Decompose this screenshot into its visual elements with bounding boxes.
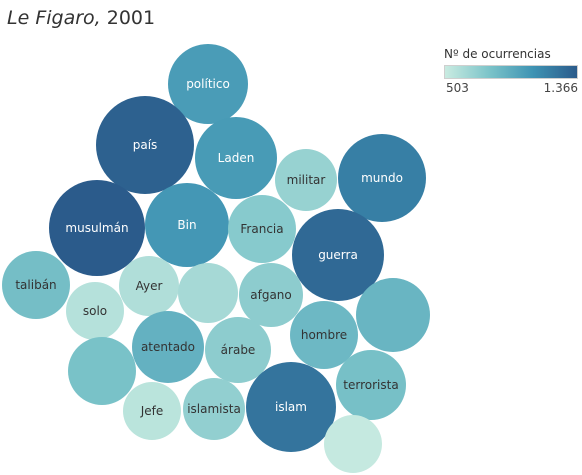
bubble-hombre[interactable]: hombre (290, 301, 358, 369)
bubble-islamista[interactable]: islamista (183, 378, 245, 440)
bubble-bin[interactable]: Bin (145, 183, 229, 267)
bubble-circle[interactable] (183, 378, 245, 440)
bubble-circle[interactable] (336, 350, 406, 420)
bubble-mundo[interactable]: mundo (338, 134, 426, 222)
bubble-circle[interactable] (178, 263, 238, 323)
bubble-label: militar (287, 173, 326, 187)
bubble-circle[interactable] (195, 117, 277, 199)
bubble-label: Ayer (136, 279, 163, 293)
bubble-musulman[interactable]: musulmán (49, 180, 145, 276)
bubble-circle[interactable] (228, 195, 296, 263)
bubble-circle[interactable] (275, 149, 337, 211)
bubble-label: país (133, 138, 158, 152)
bubble-circle[interactable] (119, 256, 179, 316)
bubble-francia[interactable]: Francia (228, 195, 296, 263)
bubble-label: Laden (218, 151, 255, 165)
bubble-ayer[interactable]: Ayer (119, 256, 179, 316)
bubble-circle[interactable] (145, 183, 229, 267)
bubble-circle[interactable] (205, 317, 271, 383)
bubble-label: Jefe (140, 404, 164, 418)
bubble-label: terrorista (343, 378, 398, 392)
bubble-pais[interactable]: país (96, 96, 194, 194)
bubble-politico[interactable]: político (168, 44, 248, 124)
color-legend: Nº de ocurrencias 503 1.366 (444, 47, 578, 97)
bubble-circle[interactable] (123, 382, 181, 440)
bubble-circle[interactable] (239, 263, 303, 327)
legend-max-label: 1.366 (543, 81, 578, 95)
bubble-label: talibán (15, 278, 56, 292)
bubble-circle[interactable] (49, 180, 145, 276)
bubble-label: Bin (177, 218, 196, 232)
bubble-circle[interactable] (2, 251, 70, 319)
bubble-circle[interactable] (292, 209, 384, 301)
bubble-circle[interactable] (132, 311, 204, 383)
bubble-label: afgano (250, 288, 292, 302)
bubble-circle[interactable] (290, 301, 358, 369)
bubble-unlabeled-14[interactable] (356, 278, 430, 352)
bubble-unlabeled-18[interactable] (68, 337, 136, 405)
bubble-label: político (186, 77, 230, 91)
bubble-unlabeled-11[interactable] (178, 263, 238, 323)
legend-title: Nº de ocurrencias (444, 47, 551, 61)
legend-labels: 503 1.366 (444, 81, 578, 97)
bubble-label: Francia (240, 222, 283, 236)
bubble-taliban[interactable]: talibán (2, 251, 70, 319)
bubble-laden[interactable]: Laden (195, 117, 277, 199)
bubble-circle[interactable] (338, 134, 426, 222)
bubble-jefe[interactable]: Jefe (123, 382, 181, 440)
bubble-islam[interactable]: islam (246, 362, 336, 452)
bubble-arabe[interactable]: árabe (205, 317, 271, 383)
bubble-terrorista[interactable]: terrorista (336, 350, 406, 420)
legend-min-label: 503 (446, 81, 469, 95)
bubble-circle[interactable] (356, 278, 430, 352)
bubble-label: solo (83, 304, 107, 318)
bubble-circle[interactable] (324, 415, 382, 473)
bubble-guerra[interactable]: guerra (292, 209, 384, 301)
legend-gradient-bar (444, 65, 578, 79)
bubble-label: guerra (318, 248, 358, 262)
bubble-solo[interactable]: solo (66, 282, 124, 340)
bubble-circle[interactable] (68, 337, 136, 405)
bubble-label: árabe (221, 343, 256, 357)
bubble-label: islamista (187, 402, 241, 416)
bubble-circle[interactable] (66, 282, 124, 340)
bubble-label: musulmán (65, 221, 128, 235)
title-source: Le Figaro, (7, 7, 101, 29)
bubble-afgano[interactable]: afgano (239, 263, 303, 327)
bubble-unlabeled-23[interactable] (324, 415, 382, 473)
bubble-label: islam (275, 400, 307, 414)
bubble-label: hombre (301, 328, 347, 342)
bubble-militar[interactable]: militar (275, 149, 337, 211)
chart-title: Le Figaro, 2001 (7, 7, 155, 29)
bubble-atentado[interactable]: atentado (132, 311, 204, 383)
title-year: 2001 (106, 7, 156, 29)
bubble-circle[interactable] (246, 362, 336, 452)
bubble-circle[interactable] (168, 44, 248, 124)
bubble-circle[interactable] (96, 96, 194, 194)
bubble-label: atentado (141, 340, 195, 354)
bubble-label: mundo (361, 171, 403, 185)
